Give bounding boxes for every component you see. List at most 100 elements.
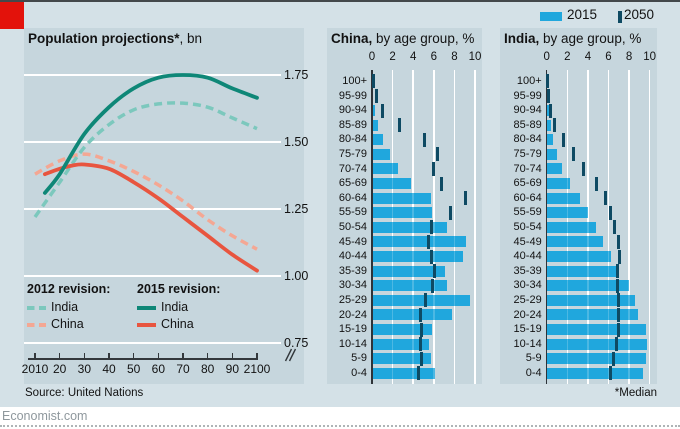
tick-2050 <box>616 234 620 249</box>
tick-2050 <box>381 103 385 118</box>
tick-2050 <box>618 249 622 264</box>
age-label: 20-24 <box>338 308 367 321</box>
x-axis-tick-label: 60 <box>151 362 165 376</box>
legend-2050-label: 2050 <box>624 7 655 22</box>
tick-2050 <box>418 307 422 322</box>
line-chart-title: Population projections*, bn <box>28 31 202 46</box>
x-axis-tick <box>34 353 36 359</box>
tick-2050 <box>439 176 443 191</box>
axis-tick-label: 2 <box>564 51 571 63</box>
tick-2050 <box>398 118 402 133</box>
x-axis-tick <box>182 353 184 359</box>
bar-2015 <box>372 134 384 146</box>
gridline-overlay <box>474 70 476 384</box>
line-chart-title-bold: Population projections* <box>28 31 180 46</box>
economist-brand-mark <box>0 2 24 29</box>
age-label: 0-4 <box>525 367 542 379</box>
tick-2050 <box>548 103 552 118</box>
age-label: 90-94 <box>338 104 367 117</box>
line-legend-label: India <box>51 300 79 314</box>
gridline <box>607 70 610 384</box>
bar-2015 <box>546 148 557 160</box>
tick-2050 <box>418 337 422 352</box>
age-label: 15-19 <box>338 323 367 336</box>
line-legend-group-title: 2012 revision: <box>27 282 111 296</box>
tick-2050 <box>616 293 620 308</box>
bar-2015 <box>546 280 629 292</box>
gridline <box>453 70 456 384</box>
age-label: 95-99 <box>513 89 542 102</box>
tick-2050 <box>571 147 575 162</box>
bar-2015 <box>546 163 563 175</box>
age-label: 5-9 <box>351 352 367 365</box>
x-axis-tick-label: 40 <box>102 362 116 376</box>
age-label: 100+ <box>342 75 367 87</box>
gridline-overlay <box>587 70 589 384</box>
tick-2050 <box>435 147 439 162</box>
x-axis-tick <box>58 353 61 359</box>
bar-2015 <box>546 178 571 189</box>
age-label: 55-59 <box>338 206 367 219</box>
bar-2015 <box>372 148 391 160</box>
tick-2050 <box>371 74 375 89</box>
tick-2050 <box>561 132 565 147</box>
bar-2015 <box>372 105 376 116</box>
age-label: 5-9 <box>525 352 542 365</box>
age-label: 50-54 <box>338 221 367 233</box>
tick-2050 <box>374 88 378 103</box>
tick-2050 <box>429 220 433 235</box>
series-line <box>43 73 259 195</box>
tick-2050 <box>427 234 431 249</box>
age-label: 75-79 <box>513 148 542 160</box>
age-label: 65-69 <box>338 177 367 190</box>
bar-2015 <box>372 309 453 321</box>
age-label: 20-24 <box>513 308 542 321</box>
axis-line <box>545 70 548 384</box>
gridline-overlay <box>433 70 435 384</box>
age-label: 10-14 <box>513 337 542 350</box>
tick-2050 <box>612 351 616 366</box>
age-label: 0-4 <box>351 367 367 379</box>
gridline <box>24 342 281 344</box>
axis-tick-label: 8 <box>625 51 633 63</box>
x-axis-tick-label: 20 <box>52 362 67 376</box>
y-axis-tick-label: 1.00 <box>284 269 309 283</box>
gridline <box>24 74 281 76</box>
age-label: 10-14 <box>338 337 367 350</box>
bar-2015 <box>372 119 379 131</box>
bar-2015 <box>546 105 550 116</box>
bar-2015 <box>546 119 551 131</box>
x-axis-tick <box>206 353 209 359</box>
bar-2015 <box>372 280 448 292</box>
x-axis-tick-label: 2100 <box>243 362 271 376</box>
axis-line <box>371 70 373 384</box>
projection-lines <box>33 73 259 273</box>
y-axis-tick-label: 1.75 <box>284 68 309 82</box>
x-axis-tick <box>108 353 110 359</box>
bar-2015 <box>546 353 647 365</box>
x-axis-tick-label: 90 <box>225 362 239 376</box>
china-pyramid-title-rest: by age group, % <box>372 31 475 46</box>
bar-2015 <box>372 324 433 335</box>
tick-2050 <box>616 278 620 293</box>
bar-2015 <box>546 338 647 350</box>
bar-2015 <box>372 353 432 365</box>
tick-2050 <box>616 264 620 279</box>
tick-2050 <box>553 118 557 133</box>
x-axis-tick <box>83 353 86 359</box>
gridline-overlay <box>391 70 394 384</box>
bar-2015 <box>546 324 646 335</box>
axis-tick-label: 4 <box>584 51 592 63</box>
india-pyramid-title-rest: by age group, % <box>539 31 642 46</box>
gridline-overlay <box>607 70 610 384</box>
age-label: 50-54 <box>513 221 542 233</box>
population-projections-panel: Population projections*, bn 1.75 1.50 1.25… <box>22 28 308 384</box>
line-chart-title-rest: , bn <box>179 31 203 46</box>
axis-tick-label: 4 <box>409 51 417 63</box>
age-label: 85-89 <box>338 118 367 131</box>
tick-2050 <box>463 191 467 206</box>
y-axis-tick-label: 1.50 <box>284 135 309 149</box>
india-pyramid-title: India, by age group, % <box>504 31 641 46</box>
age-label: 70-74 <box>338 162 367 175</box>
